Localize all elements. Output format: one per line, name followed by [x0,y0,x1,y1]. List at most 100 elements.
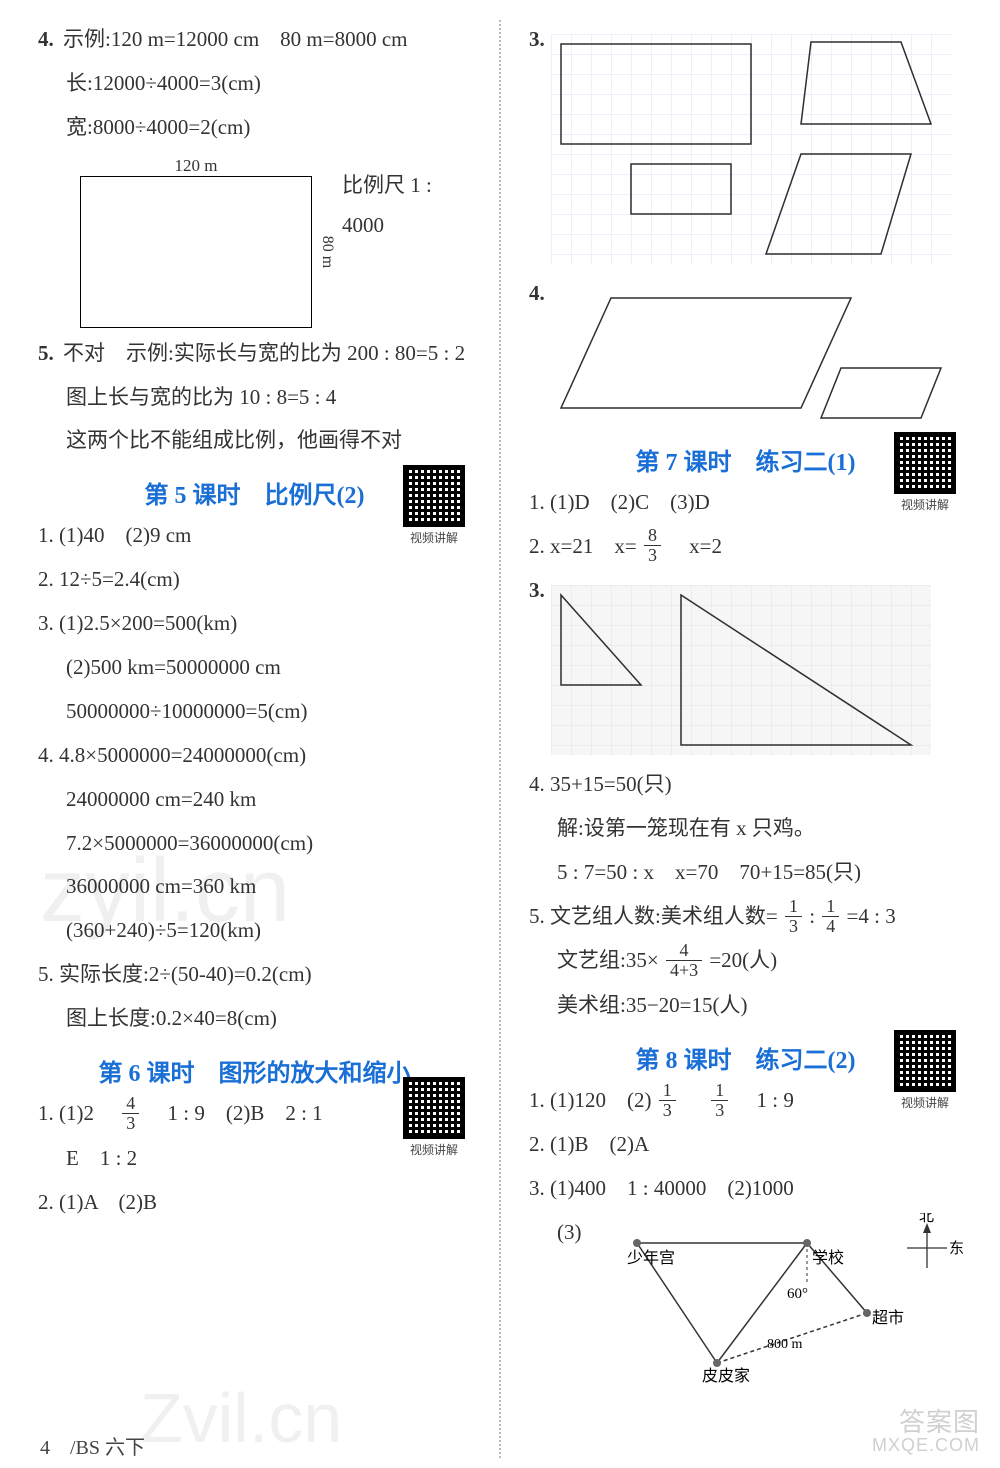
p7-q5a-mid: : [809,904,820,928]
p7-q5b-pre: 文艺组:35× [557,948,659,972]
frac-den: 3 [122,1114,139,1133]
left-column: 4. 示例:120 m=12000 cm 80 m=8000 cm 长:1200… [30,20,499,1458]
q4-line2: 长:12000÷4000=3(cm) [66,64,479,104]
p7-q2-post: x=2 [668,534,722,558]
p8-q1-post: 1 : 9 [735,1088,793,1112]
p5-q5a: 5. 实际长度:2÷(50-40)=0.2(cm) [38,955,479,995]
q4-rectangle: 120 m 80 m [80,156,312,328]
frac-den: 3 [644,546,661,565]
right-column: 3. 4. 第 7 课时 练习二(1) 视频讲解 [499,20,970,1458]
qr-section5: 视频讲解 [399,465,469,546]
qr-icon [403,465,465,527]
p5-q4c: 7.2×5000000=36000000(cm) [66,824,479,864]
frac-den: 4+3 [666,961,702,980]
p8-q3a: 3. (1)400 1 : 40000 (2)1000 [529,1169,970,1209]
qr-section6: 视频讲解 [399,1077,469,1158]
svg-text:北: 北 [919,1213,934,1225]
qr-icon [894,432,956,494]
p5-q5b: 图上长度:0.2×40=8(cm) [66,999,479,1039]
svg-text:东: 东 [949,1240,964,1257]
q3-num: 3. [529,578,545,602]
fraction: 4 3 [122,1094,139,1133]
p8-q3b: (3) [557,1213,607,1379]
svg-text:800 m: 800 m [767,1337,803,1352]
p8-q1-pre: 1. (1)120 (2) [529,1088,651,1112]
q4-line3: 宽:8000÷4000=2(cm) [66,108,479,148]
frac-num: 8 [644,526,661,546]
svg-text:60°: 60° [787,1286,808,1302]
rect-top-label: 120 m [80,156,312,176]
q5-line1: 5. 不对 示例:实际长与宽的比为 200 : 80=5 : 2 [38,334,479,374]
q4-num: 4. [38,27,54,51]
svg-text:学校: 学校 [812,1249,844,1267]
p5-q4b: 24000000 cm=240 km [66,780,479,820]
p5-q3a: 3. (1)2.5×200=500(km) [38,604,479,644]
p7-q2: 2. x=21 x= 8 3 x=2 [529,527,970,568]
frac-den: 3 [785,917,802,936]
qr-label: 视频讲解 [410,529,458,546]
qr-section8: 视频讲解 [890,1030,960,1111]
frac-den: 3 [711,1101,728,1120]
p5-q2: 2. 12÷5=2.4(cm) [38,560,479,600]
brand-line2: MXQE.COM [872,1436,980,1456]
p7-q5b: 文艺组:35× 4 4+3 =20(人) [557,941,970,982]
q5-line2: 图上长与宽的比为 10 : 8=5 : 4 [66,378,479,418]
p7-q5a: 5. 文艺组人数:美术组人数= 1 3 : 1 4 =4 : 3 [529,897,970,938]
p8-q2: 2. (1)B (2)A [529,1125,970,1165]
qr-icon [894,1030,956,1092]
p6-q2: 2. (1)A (2)B [38,1183,479,1223]
p7-q5a-post: =4 : 3 [847,904,896,928]
svg-text:超市: 超市 [872,1309,904,1327]
page-footer: 4 /BS 六下 [40,1431,145,1460]
p5-q4a: 4. 4.8×5000000=24000000(cm) [38,736,479,776]
frac-den: 4 [822,917,839,936]
p8-q1-mid [683,1088,704,1112]
p6-q1a-post: 1 : 9 (2)B 2 : 1 [147,1101,323,1125]
p5-q4d: 36000000 cm=360 km [66,867,479,907]
rect-right-label: 80 m [318,235,336,267]
qr-label: 视频讲解 [410,1141,458,1158]
q4-shapes [551,288,951,428]
frac-num: 1 [822,897,839,917]
frac-num: 1 [711,1081,728,1101]
q5-text1: 不对 示例:实际长与宽的比为 200 : 80=5 : 2 [63,341,465,365]
p7-q5c: 美术组:35−20=15(人) [557,986,970,1026]
fraction: 1 4 [822,897,839,936]
fraction: 8 3 [644,526,661,565]
p7-q4b: 解:设第一笼现在有 x 只鸡。 [557,809,970,849]
frac-num: 4 [122,1094,139,1114]
fraction: 4 4+3 [666,941,702,980]
p7-q2-pre: 2. x=21 x= [529,534,637,558]
p5-q3b: (2)500 km=50000000 cm [66,648,479,688]
qr-icon [403,1077,465,1139]
fraction: 1 3 [785,897,802,936]
q4-num: 4. [529,281,545,305]
q3-shapes [551,34,951,264]
q5-num: 5. [38,341,54,365]
q4-scale: 比例尺 1 : 4000 [342,166,479,246]
fraction: 1 3 [659,1081,676,1120]
p6-q1a-pre: 1. (1)2 [38,1101,115,1125]
frac-num: 1 [659,1081,676,1101]
p5-q4e: (360+240)÷5=120(km) [66,911,479,951]
brand-mark: 答案图 MXQE.COM [872,1408,980,1456]
svg-text:少年宫: 少年宫 [627,1249,675,1267]
q5-line3: 这两个比不能组成比例，他画得不对 [66,421,479,461]
qr-label: 视频讲解 [901,1094,949,1111]
q4-text1: 示例:120 m=12000 cm 80 m=8000 cm [63,27,408,51]
qr-label: 视频讲解 [901,496,949,513]
p7-q5b-post: =20(人) [709,948,777,972]
frac-num: 4 [666,941,702,961]
p5-q3c: 50000000÷10000000=5(cm) [66,692,479,732]
frac-num: 1 [785,897,802,917]
svg-text:皮皮家: 皮皮家 [702,1367,750,1383]
q4-line1: 4. 示例:120 m=12000 cm 80 m=8000 cm [38,20,479,60]
frac-den: 3 [659,1101,676,1120]
p7-triangles [551,585,931,755]
p7-q4a: 4. 35+15=50(只) [529,765,970,805]
q3-num: 3. [529,27,545,51]
p7-q4c: 5 : 7=50 : x x=70 70+15=85(只) [557,853,970,893]
p7-q5a-pre: 5. 文艺组人数:美术组人数= [529,904,778,928]
fraction: 1 3 [711,1081,728,1120]
p8-map: 少年宫 学校 超市 皮皮家 60° 800 m 北 东 [607,1213,967,1383]
